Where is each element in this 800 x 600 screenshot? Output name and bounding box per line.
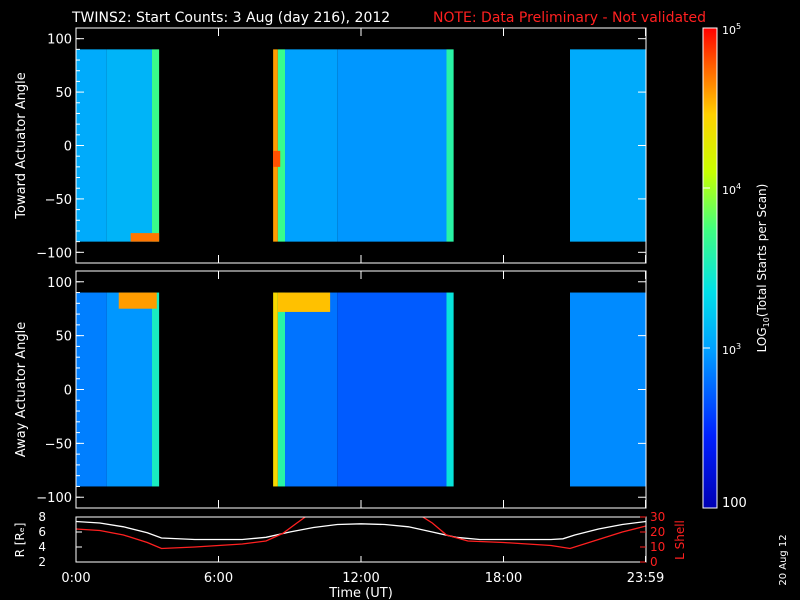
series-line-radius xyxy=(76,520,646,541)
colorbar-tick-label: 103 xyxy=(722,342,741,357)
radius-ylabel: R [Rₑ] xyxy=(13,523,27,558)
heatmap-band-7 xyxy=(446,49,454,242)
colorbar-ticks: 105 104 103 xyxy=(703,22,741,357)
toward-y-axis: 100 50 0 −50 −100 xyxy=(36,28,647,263)
heatmap-band-1 xyxy=(106,292,152,487)
lshell-ylabel: L Shell xyxy=(673,520,687,560)
radius-tick-label: 2 xyxy=(38,555,46,569)
heatmap-hot-spot-1 xyxy=(277,292,331,312)
heatmap-band-5 xyxy=(285,49,338,242)
heatmap-band-8 xyxy=(570,292,646,487)
time-xlabel: Time (UT) xyxy=(328,586,393,600)
colorbar: 105 104 103 100 LOG10(Total Starts per Sca… xyxy=(702,22,771,511)
colorbar-bottom-label: 100 xyxy=(722,496,747,511)
heatmap-hot-spot-0 xyxy=(118,292,157,309)
figure-title: TWINS2: Start Counts: 3 Aug (day 216), 2… xyxy=(71,10,390,26)
toward-heatmap xyxy=(76,49,646,242)
ytick-label: 50 xyxy=(55,86,72,101)
ytick-label: −50 xyxy=(45,193,72,208)
ytick-label: −100 xyxy=(36,246,72,261)
side-date: 20 Aug 12 xyxy=(778,534,789,585)
radius-tick-label: 6 xyxy=(38,525,46,539)
heatmap-hot-spot-1 xyxy=(273,150,281,167)
heatmap-band-1 xyxy=(106,49,152,242)
toward-ylabel: Toward Actuator Angle xyxy=(14,72,29,219)
heatmap-band-4 xyxy=(277,292,285,487)
ytick-label: −100 xyxy=(36,491,72,506)
ytick-label: 100 xyxy=(47,33,72,48)
lshell-tick-label: 20 xyxy=(650,525,665,539)
heatmap-band-2 xyxy=(152,49,160,242)
lshell-tick-label: 0 xyxy=(650,555,658,569)
ytick-label: 0 xyxy=(64,384,72,399)
heatmap-band-8 xyxy=(570,49,646,242)
colorbar-tick-label: 105 xyxy=(722,22,741,37)
heatmap-hot-spot-0 xyxy=(130,233,160,242)
heatmap-band-3 xyxy=(273,49,278,242)
heatmap-band-4 xyxy=(277,49,285,242)
preliminary-note: NOTE: Data Preliminary - Not validated xyxy=(433,10,706,26)
away-angle-panel: 100 50 0 −50 −100 Away Actuator Angle xyxy=(14,270,647,509)
radius-tick-label: 4 xyxy=(38,540,46,554)
heatmap-band-6 xyxy=(337,292,447,487)
orbit-lines xyxy=(76,517,646,550)
time-tick-label: 23:59 xyxy=(627,571,664,586)
ytick-label: 50 xyxy=(55,330,72,345)
time-tick-label: 18:00 xyxy=(485,571,522,586)
colorbar-tick-label: 104 xyxy=(722,182,741,197)
lshell-tick-label: 10 xyxy=(650,540,665,554)
ytick-label: 0 xyxy=(64,140,72,155)
away-heatmap xyxy=(76,292,646,487)
away-ylabel: Away Actuator Angle xyxy=(14,322,29,457)
heatmap-band-2 xyxy=(152,292,160,487)
ytick-label: 100 xyxy=(47,276,72,291)
toward-angle-panel: 100 50 0 −50 −100 Toward Actuator Angle xyxy=(14,27,647,264)
colorbar-label: LOG10(Total Starts per Scan) xyxy=(755,184,771,353)
radius-tick-label: 8 xyxy=(38,510,46,524)
heatmap-band-6 xyxy=(337,49,447,242)
ytick-label: −50 xyxy=(45,437,72,452)
heatmap-band-7 xyxy=(446,292,454,487)
heatmap-band-5 xyxy=(285,292,338,487)
series-line-lshell xyxy=(76,517,646,550)
time-tick-label: 12:00 xyxy=(342,571,379,586)
away-y-axis: 100 50 0 −50 −100 xyxy=(36,271,647,508)
time-tick-label: 0:00 xyxy=(61,571,90,586)
time-tick-label: 6:00 xyxy=(204,571,233,586)
lshell-tick-label: 30 xyxy=(650,510,665,524)
colorbar-gradient xyxy=(702,27,718,509)
heatmap-band-3 xyxy=(273,292,278,487)
